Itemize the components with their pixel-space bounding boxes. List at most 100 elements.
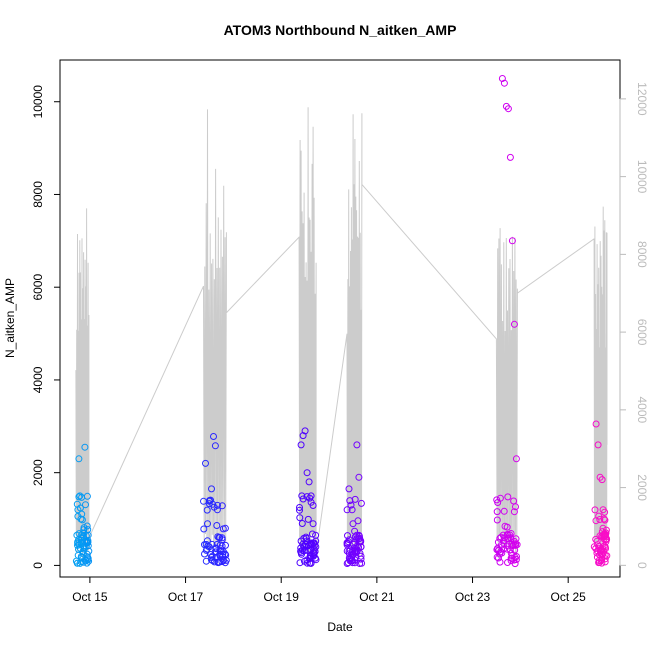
data-point (495, 554, 502, 562)
data-point (303, 559, 311, 567)
data-point (510, 537, 518, 545)
data-point (297, 544, 305, 552)
data-point (79, 550, 87, 558)
data-point (303, 469, 311, 477)
data-point (599, 506, 607, 514)
data-point (83, 492, 91, 500)
y-tick-label: 10000 (31, 85, 45, 119)
data-point (503, 545, 511, 553)
data-point (503, 523, 511, 531)
data-point (353, 441, 361, 449)
data-point (506, 153, 514, 161)
data-point (213, 540, 221, 548)
data-point (354, 517, 362, 525)
data-point (498, 75, 506, 82)
x-tick-label: Oct 19 (264, 590, 300, 604)
data-point (202, 459, 209, 467)
data-point (216, 541, 224, 549)
data-point (296, 559, 304, 567)
data-point (347, 557, 355, 565)
data-point (601, 558, 609, 566)
data-point (596, 473, 604, 481)
data-point (594, 541, 602, 549)
data-point (343, 506, 351, 514)
data-point (299, 495, 307, 503)
data-point (200, 525, 208, 533)
data-point (84, 531, 92, 539)
data-point (207, 556, 215, 564)
data-point (76, 492, 84, 500)
data-point (298, 520, 306, 527)
data-point (213, 506, 221, 514)
data-point (357, 499, 365, 507)
data-point (358, 559, 366, 567)
data-point (593, 549, 601, 557)
data-point (356, 549, 364, 557)
data-point (348, 506, 356, 514)
data-point (210, 433, 217, 440)
data-point (504, 534, 512, 542)
data-point (309, 502, 317, 509)
data-point (75, 455, 83, 463)
data-point (214, 501, 221, 509)
data-point (207, 551, 215, 558)
data-point (598, 528, 606, 536)
data-point (304, 515, 312, 523)
data-point (343, 539, 351, 547)
axes-layer: 0 2000 4000 6000 8000 10000 0 2000 4000 6000 8000 1… (31, 82, 649, 604)
data-point (508, 554, 516, 562)
data-point (499, 531, 507, 539)
data-point (510, 508, 518, 516)
data-point (357, 543, 365, 551)
data-point (509, 542, 517, 550)
data-point (208, 552, 216, 560)
chart-title: ATOM3 Northbound N_aitken_AMP (224, 22, 457, 38)
data-point (204, 542, 212, 550)
data-point (296, 514, 304, 522)
data-point (297, 549, 305, 557)
data-point (80, 529, 88, 537)
data-point (345, 485, 353, 493)
data-point (493, 516, 501, 524)
data-point (601, 516, 609, 524)
data-point (208, 540, 216, 548)
y-tick-label: 4000 (31, 366, 45, 393)
data-point (203, 537, 211, 545)
data-point (75, 493, 83, 501)
data-point (504, 493, 512, 501)
data-point (297, 441, 305, 449)
data-point (346, 546, 354, 554)
y2-tick-label: 8000 (635, 241, 649, 268)
data-point (513, 553, 520, 560)
data-point (510, 320, 518, 328)
x-axis-label: Date (327, 620, 353, 634)
data-point (218, 534, 226, 542)
data-point (591, 506, 599, 514)
data-point (78, 534, 86, 542)
y-axis-label: N_aitken_AMP (3, 278, 17, 358)
data-point (301, 427, 309, 435)
data-point (83, 522, 91, 530)
data-point (594, 441, 602, 449)
data-point (204, 520, 211, 528)
y-tick-label: 0 (31, 562, 45, 569)
data-point (206, 497, 213, 504)
data-point (512, 455, 520, 463)
data-point (213, 522, 221, 529)
x-tick-label: Oct 17 (168, 590, 204, 604)
data-point (494, 538, 502, 546)
data-point (203, 506, 211, 514)
data-point (356, 534, 364, 542)
data-point (296, 506, 303, 514)
data-point (78, 516, 86, 524)
data-point (308, 530, 316, 538)
data-point (296, 504, 303, 511)
y-tick-label: 2000 (31, 459, 45, 486)
data-point (77, 515, 85, 523)
data-point (602, 526, 610, 534)
data-point (504, 531, 512, 539)
data-point (349, 520, 357, 528)
data-point (504, 105, 512, 113)
y2-tick-label: 10000 (635, 160, 649, 194)
data-point (312, 531, 320, 539)
